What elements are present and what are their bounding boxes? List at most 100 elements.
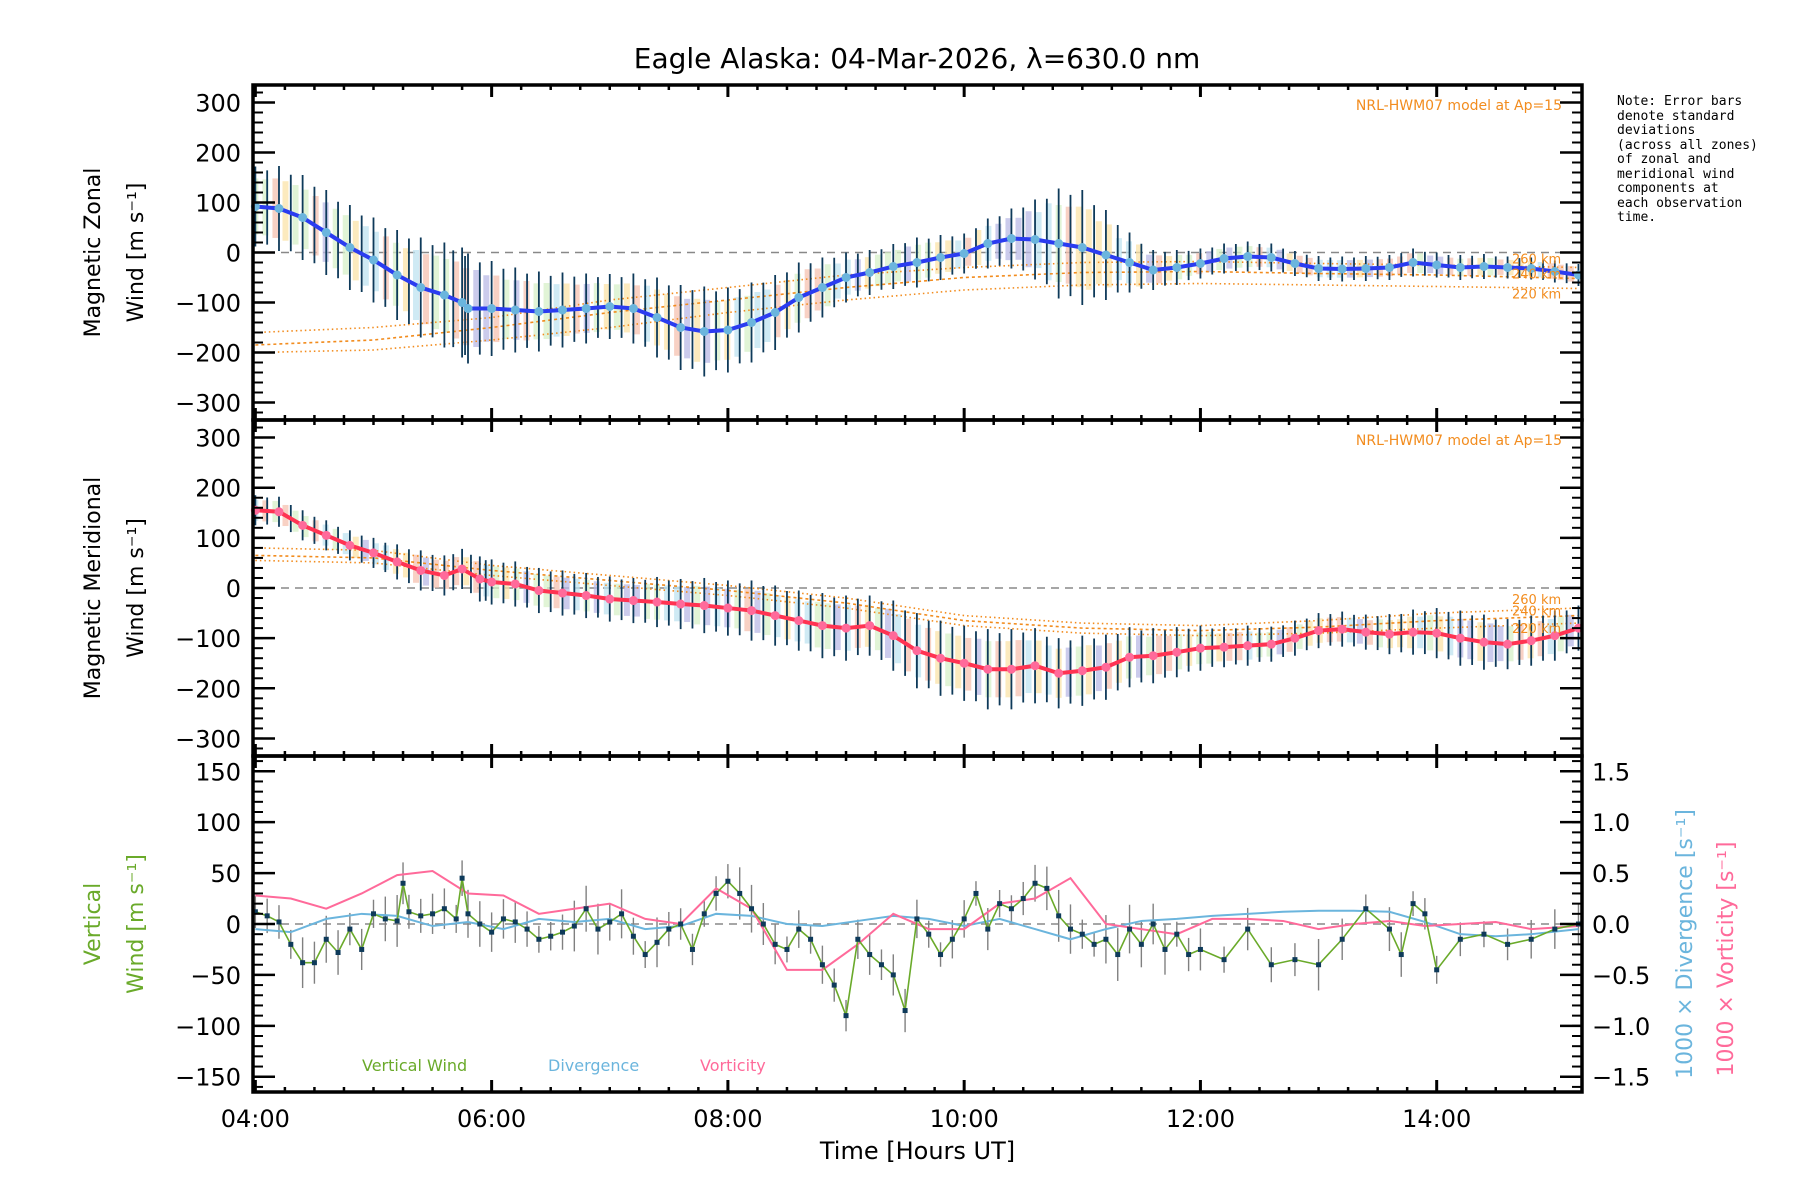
vertical-wind-point [441, 906, 447, 912]
mean-wind-point [1101, 662, 1111, 672]
vertical-wind-point [914, 916, 920, 922]
mean-wind-point [1243, 252, 1253, 261]
y-axis-title-line1: Vertical [81, 883, 106, 965]
mean-wind-point [487, 304, 497, 313]
mean-wind-point [959, 249, 969, 258]
y-tick-label: 50 [210, 860, 241, 888]
vertical-wind-point [949, 936, 955, 942]
mean-wind-point [1526, 636, 1536, 646]
vertical-wind-point [548, 933, 554, 939]
mean-wind-point [345, 243, 355, 252]
vertical-wind-point [1020, 896, 1026, 902]
mean-wind-point [865, 621, 875, 631]
y-tick-label: 0 [226, 911, 241, 939]
mean-wind-point [983, 664, 993, 674]
mean-wind-point [770, 611, 780, 621]
mean-wind-point [605, 594, 615, 604]
mean-wind-point [770, 308, 780, 317]
mean-wind-point [1030, 235, 1040, 244]
mean-wind-point [1337, 264, 1347, 274]
vertical-wind-point [961, 916, 967, 922]
vertical-wind-point [1150, 921, 1156, 927]
vertical-wind-point [819, 962, 825, 968]
mean-wind-point [1006, 664, 1016, 674]
divergence-axis-title: 1000 × Divergence [s⁻¹] [1673, 809, 1698, 1079]
vertical-wind-point [524, 926, 530, 932]
mean-wind-point [605, 302, 615, 311]
vertical-wind-point [630, 933, 636, 939]
vertical-wind-point [890, 972, 896, 978]
vertical-wind-point [1386, 926, 1392, 932]
mean-wind-point [1384, 263, 1394, 272]
mean-wind-point [841, 273, 851, 282]
y-tick-label: −200 [175, 675, 241, 703]
vertical-wind-point [713, 890, 719, 896]
vertical-wind-point [1363, 906, 1369, 912]
vertical-wind-point [430, 911, 436, 917]
mean-wind-point [628, 596, 638, 606]
mean-wind-point [439, 290, 449, 300]
vertical-wind-point [1316, 962, 1322, 968]
vertical-wind-point [725, 878, 731, 884]
model-line-220km [255, 282, 1579, 354]
vertical-wind-point [1422, 911, 1428, 917]
mean-wind-point [1030, 661, 1040, 671]
model-line-240km [255, 554, 1579, 632]
vertical-wind-point [926, 931, 932, 937]
mean-wind-point [1054, 239, 1064, 248]
mean-wind-point [1314, 264, 1324, 273]
mean-wind-point [1266, 639, 1276, 649]
mean-wind-point [534, 307, 544, 316]
y-tick-label: 150 [195, 758, 241, 786]
vertical-wind-point [678, 921, 684, 927]
y-tick-label: 100 [195, 525, 241, 553]
mean-wind-point [1219, 642, 1229, 652]
y-axis-title-line2: Wind [m s⁻¹] [124, 183, 149, 323]
mean-wind-point [628, 304, 638, 313]
mean-wind-point [475, 574, 485, 584]
mean-wind-point [1503, 639, 1513, 649]
mean-wind-point [652, 313, 662, 322]
mean-wind-point [321, 228, 331, 237]
mean-wind-point [392, 557, 402, 567]
y-axis-title-line1: Magnetic Meridional [81, 477, 106, 699]
mean-wind-point [1526, 264, 1536, 273]
mean-wind-point [1408, 627, 1418, 637]
vertical-wind-point [619, 911, 625, 917]
mean-wind-point [1503, 263, 1513, 272]
vertical-wind-point [1528, 936, 1534, 942]
vertical-wind-point [1174, 931, 1180, 937]
mean-wind-point [1337, 624, 1347, 634]
vertical-wind-point [1091, 941, 1097, 947]
vertical-wind-point [1186, 952, 1192, 958]
vertical-wind-point [1032, 880, 1038, 886]
right-axis-tick-label: 0.0 [1592, 911, 1630, 939]
mean-wind-point [1479, 637, 1489, 647]
vertical-wind-point [288, 941, 294, 947]
mean-wind-point [510, 305, 520, 315]
vertical-wind-point [512, 919, 518, 925]
mean-wind-point [676, 599, 686, 609]
vorticity-line [255, 870, 1579, 971]
mean-wind-point [534, 586, 544, 596]
y-tick-label: 300 [195, 425, 241, 453]
vertical-wind-point [831, 982, 837, 988]
vertical-wind-point [1457, 936, 1463, 942]
model-altitude-label: 260 km [1512, 253, 1561, 268]
mean-wind-point [321, 530, 331, 540]
vertical-wind-point [772, 941, 778, 947]
vertical-wind-point [1268, 962, 1274, 968]
y-tick-label: 200 [195, 475, 241, 503]
vertical-wind-point [749, 906, 755, 912]
vertical-wind-point [985, 926, 991, 932]
mean-wind-point [274, 507, 284, 517]
vertical-wind-point [1434, 967, 1440, 973]
model-altitude-label: 220 km [1512, 622, 1561, 637]
y-tick-label: 100 [195, 809, 241, 837]
y-tick-label: 100 [195, 190, 241, 218]
vorticity-axis-title: 1000 × Vorticity [s⁻¹] [1714, 842, 1739, 1077]
vertical-wind-point [784, 946, 790, 952]
mean-wind-point [345, 540, 355, 550]
y-tick-label: −150 [175, 1064, 241, 1092]
model-line-240km [255, 270, 1579, 346]
